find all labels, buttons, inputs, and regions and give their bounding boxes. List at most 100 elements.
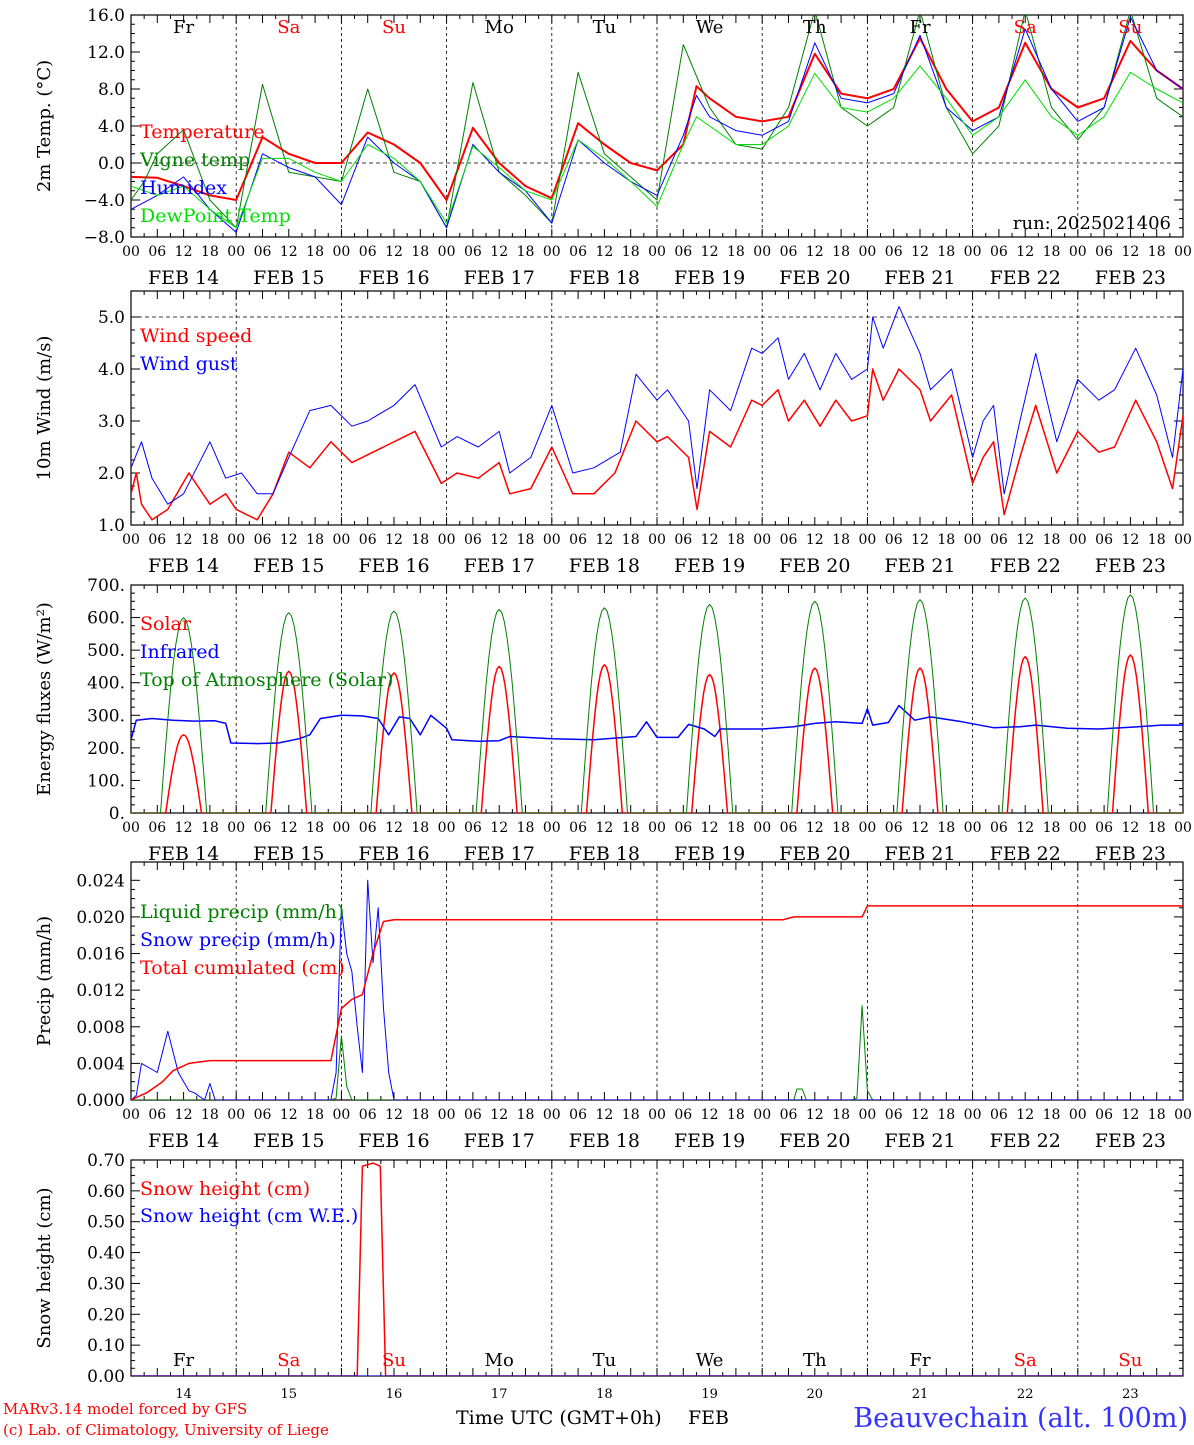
legend-entry: Snow height (cm W.E.) xyxy=(140,1205,358,1227)
x-hour-label: 06 xyxy=(569,532,587,548)
x-hour-label: 18 xyxy=(517,1107,535,1123)
x-hour-label: 18 xyxy=(201,1107,219,1123)
x-hour-label: 12 xyxy=(1121,820,1139,836)
x-axis-title: Time UTC (GMT+0h) xyxy=(456,1407,662,1429)
x-hour-label: 06 xyxy=(780,1107,798,1123)
y-tick-label: 8.0 xyxy=(98,80,125,100)
x-hour-label: 06 xyxy=(885,244,903,260)
x-hour-label: 06 xyxy=(569,1107,587,1123)
x-hour-label: 12 xyxy=(1016,820,1034,836)
weekday-label: Sa xyxy=(1014,1350,1037,1371)
x-hour-label: 00 xyxy=(648,820,666,836)
y-tick-label: 0.012 xyxy=(76,981,125,1001)
x-hour-label: 06 xyxy=(780,532,798,548)
series-line-wind-gust xyxy=(131,306,1183,505)
x-hour-label: 00 xyxy=(858,244,876,260)
x-date-label: FEB 15 xyxy=(253,1130,324,1152)
x-hour-label: 06 xyxy=(990,532,1008,548)
x-hour-label: 00 xyxy=(1174,820,1192,836)
x-hour-label: 18 xyxy=(517,820,535,836)
credit-line-2: (c) Lab. of Climatology, University of L… xyxy=(3,1421,329,1439)
x-hour-label: 00 xyxy=(438,532,456,548)
x-hour-label: 06 xyxy=(254,244,272,260)
y-axis-title: Precip (mm/h) xyxy=(34,916,55,1046)
x-hour-label: 00 xyxy=(858,820,876,836)
x-hour-label: 06 xyxy=(254,532,272,548)
y-tick-label: 0.00 xyxy=(87,1367,125,1387)
x-hour-label: 00 xyxy=(753,532,771,548)
x-hour-label: 00 xyxy=(1174,532,1192,548)
y-tick-label: 5.0 xyxy=(98,308,125,328)
weekday-label: Sa xyxy=(1014,17,1037,38)
x-hour-label: 06 xyxy=(674,820,692,836)
x-hour-label: 06 xyxy=(464,244,482,260)
x-hour-label: 06 xyxy=(148,244,166,260)
x-date-label: FEB 16 xyxy=(358,843,429,865)
x-hour-label: 06 xyxy=(674,532,692,548)
weekday-label: Sa xyxy=(277,17,300,38)
series-line-snow-precip-mm-h- xyxy=(131,879,1183,1100)
x-hour-label: 00 xyxy=(227,532,245,548)
x-hour-label: 12 xyxy=(701,820,719,836)
x-date-label: FEB 14 xyxy=(148,843,219,865)
x-hour-label: 12 xyxy=(911,820,929,836)
x-hour-label: 18 xyxy=(201,532,219,548)
y-tick-label: 0.10 xyxy=(87,1336,125,1356)
x-hour-label: 12 xyxy=(280,820,298,836)
weekday-label: Fr xyxy=(909,17,930,38)
x-hour-label: 00 xyxy=(332,1107,350,1123)
legend-entry: Wind speed xyxy=(140,325,252,347)
series-line-temperature xyxy=(131,37,1183,201)
panel-5: 0.00 0.10 0.20 0.30 0.40 0.50 0.60 0.70 Snow hei… xyxy=(34,1151,1184,1402)
x-hour-label: 12 xyxy=(595,1107,613,1123)
x-hour-label: 00 xyxy=(1174,244,1192,260)
x-hour-label: 18 xyxy=(622,820,640,836)
x-hour-label: 18 xyxy=(727,244,745,260)
x-hour-label: 12 xyxy=(490,820,508,836)
legend-entry: DewPoint Temp xyxy=(140,205,291,227)
x-hour-label: 12 xyxy=(595,532,613,548)
y-tick-label: 0.020 xyxy=(76,908,125,928)
x-hour-label: 12 xyxy=(1121,244,1139,260)
x-hour-label: 18 xyxy=(517,244,535,260)
x-hour-label: 18 xyxy=(1043,820,1061,836)
x-hour-label: 06 xyxy=(464,532,482,548)
x-hour-label: 12 xyxy=(280,1107,298,1123)
x-date-label: FEB 18 xyxy=(569,555,640,577)
legend-entry: Snow precip (mm/h) xyxy=(140,929,336,951)
y-tick-label: 400. xyxy=(87,674,125,694)
x-date-label: FEB 19 xyxy=(674,1130,745,1152)
x-hour-label: 06 xyxy=(1095,532,1113,548)
x-hour-label: 00 xyxy=(753,1107,771,1123)
x-hour-label: 18 xyxy=(937,1107,955,1123)
weekday-label: Tu xyxy=(593,1350,617,1371)
x-date-label: FEB 18 xyxy=(569,843,640,865)
x-hour-label: 00 xyxy=(964,820,982,836)
x-hour-label: 18 xyxy=(1043,244,1061,260)
x-hour-label: 06 xyxy=(1095,820,1113,836)
y-tick-label: 0.40 xyxy=(87,1244,125,1264)
weekday-label: Mo xyxy=(485,17,514,38)
x-hour-label: 00 xyxy=(543,820,561,836)
x-date-label: FEB 22 xyxy=(990,843,1061,865)
y-tick-label: 0.024 xyxy=(76,871,125,891)
x-hour-label: 18 xyxy=(517,532,535,548)
legend-entry: Total cumulated (cm) xyxy=(140,957,345,979)
legend-entry: Humidex xyxy=(140,177,227,199)
y-tick-label: −4.0 xyxy=(84,191,125,211)
x-date-label: FEB 22 xyxy=(990,267,1061,289)
x-hour-label: 12 xyxy=(595,820,613,836)
x-date-label: FEB 16 xyxy=(358,267,429,289)
series-line-total-cumulated-cm- xyxy=(131,905,1183,1100)
x-day-number: 19 xyxy=(701,1387,718,1402)
y-tick-label: 0.60 xyxy=(87,1182,125,1202)
x-hour-label: 12 xyxy=(595,244,613,260)
y-tick-label: 0.30 xyxy=(87,1274,125,1294)
y-tick-label: 600. xyxy=(87,609,125,629)
x-hour-label: 18 xyxy=(306,820,324,836)
x-date-label: FEB 20 xyxy=(779,843,850,865)
x-hour-label: 12 xyxy=(385,244,403,260)
y-axis-title: Snow height (cm) xyxy=(34,1187,55,1348)
x-day-number: 15 xyxy=(281,1387,298,1402)
legend-entry: Top of Atmosphere (Solar) xyxy=(140,669,393,691)
